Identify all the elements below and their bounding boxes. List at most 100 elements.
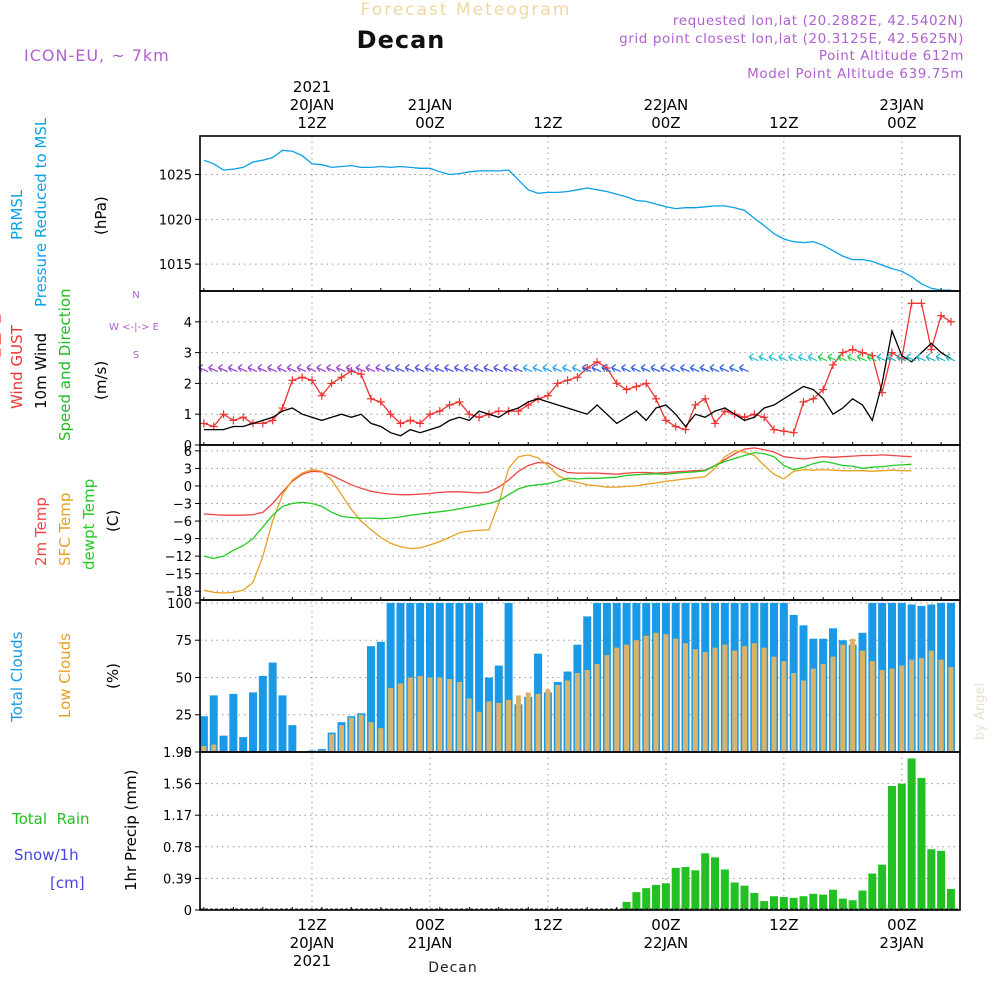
rain-bar — [711, 857, 720, 910]
gust-point — [465, 410, 474, 419]
wind-direction-arrow — [709, 364, 720, 373]
total-cloud-bar — [396, 602, 405, 752]
low-cloud-bar — [525, 692, 531, 752]
arrow-head-b — [591, 367, 596, 372]
wind-direction-arrow — [680, 364, 690, 373]
arrow-head-a — [286, 364, 292, 369]
arrow-head-a — [798, 353, 803, 358]
arrow-head-a — [886, 353, 892, 358]
low-cloud-bar — [879, 670, 885, 752]
arrow-head-a — [827, 353, 833, 358]
gust-point — [652, 394, 661, 403]
y-tick-label: 1025 — [159, 169, 192, 184]
arrow-head-a — [228, 364, 233, 369]
wind-direction-arrow — [286, 364, 297, 373]
y-tick-label: −6 — [173, 515, 192, 530]
arrow-head-a — [690, 364, 695, 369]
temp-label-dewpt: dewpt Temp — [80, 479, 98, 570]
wind-direction-arrow — [237, 364, 248, 373]
arrow-shaft — [287, 366, 297, 373]
arrow-shaft — [867, 356, 877, 362]
arrow-head-b — [247, 367, 252, 372]
wind-direction-arrow — [896, 353, 907, 362]
rain-bar — [740, 885, 749, 910]
arrow-shaft — [532, 366, 543, 373]
arrow-head-b — [709, 367, 714, 372]
gust-point — [828, 360, 837, 369]
arrow-shaft — [778, 356, 789, 362]
total-cloud-bar — [455, 602, 464, 752]
wind-direction-arrow — [915, 353, 926, 362]
wind-label-unit: (m/s) — [92, 361, 110, 400]
low-cloud-bar — [338, 725, 344, 752]
total-cloud-bar — [465, 602, 474, 752]
arrow-head-b — [434, 367, 439, 372]
arrow-head-a — [945, 353, 951, 358]
wind-direction-arrow — [640, 364, 651, 373]
low-cloud-bar — [476, 711, 482, 752]
low-cloud-bar — [348, 717, 354, 752]
compass-south: S — [133, 350, 139, 361]
wind-direction-arrow — [345, 364, 356, 373]
wind-direction-arrow — [267, 364, 277, 373]
wind-direction-arrow — [621, 364, 631, 373]
arrow-shaft — [316, 366, 327, 373]
total-cloud-bar — [219, 735, 228, 752]
gust-point — [887, 348, 896, 357]
arrow-head-a — [896, 353, 902, 358]
arrow-head-b — [925, 356, 930, 362]
clouds-label-unit: (%) — [104, 663, 122, 689]
arrow-head-a — [247, 364, 253, 369]
arrow-head-a — [277, 364, 282, 369]
low-cloud-bar — [211, 744, 217, 752]
arrow-head-b — [896, 356, 901, 362]
arrow-shaft — [591, 366, 602, 373]
arrow-head-a — [493, 364, 499, 369]
arrow-head-a — [532, 364, 538, 369]
gust-point — [435, 407, 444, 416]
low-cloud-bar — [761, 647, 767, 752]
low-cloud-bar — [545, 689, 551, 752]
arrow-shaft — [434, 366, 445, 373]
low-cloud-bar — [820, 664, 826, 752]
gust-point — [553, 379, 562, 388]
arrow-shaft — [670, 366, 680, 373]
low-cloud-bar — [515, 695, 521, 752]
arrow-head-b — [404, 367, 409, 372]
temperature-axis-title: 2m Temp SFC Temp dewpt Temp (C) — [32, 479, 122, 570]
arrow-head-b — [444, 367, 449, 372]
arrow-shaft — [483, 366, 494, 373]
arrow-head-a — [503, 364, 508, 369]
rain-bar — [632, 892, 641, 910]
rain-bar — [937, 850, 946, 910]
wind-direction-arrow — [218, 364, 228, 373]
temp-label-2m: 2m Temp — [32, 497, 50, 566]
gust-point — [760, 413, 769, 422]
arrow-shaft — [395, 366, 405, 373]
arrow-head-b — [876, 356, 881, 362]
arrow-head-b — [237, 367, 242, 372]
arrow-shaft — [346, 366, 356, 373]
arrow-shaft — [473, 366, 484, 373]
arrow-head-a — [385, 364, 391, 369]
precip-label-snow: Snow/1h — [14, 846, 79, 864]
rain-bar — [642, 888, 651, 910]
arrow-head-a — [336, 364, 341, 369]
arrow-head-a — [670, 364, 676, 369]
total-cloud-bar — [249, 692, 258, 752]
arrow-head-a — [522, 364, 528, 369]
arrow-head-a — [306, 364, 312, 369]
compass-we: W <-|-> E — [109, 322, 159, 333]
arrow-head-b — [699, 367, 704, 372]
arrow-head-a — [916, 353, 921, 358]
total-cloud-bar — [317, 749, 326, 752]
total-cloud-bar — [229, 693, 238, 752]
wind-direction-arrow — [768, 353, 779, 362]
gust-point — [406, 416, 415, 425]
arrow-shaft — [247, 366, 258, 373]
arrow-head-a — [660, 364, 666, 369]
arrow-shaft — [523, 366, 533, 373]
arrow-head-a — [876, 353, 882, 358]
arrow-head-a — [395, 364, 400, 369]
